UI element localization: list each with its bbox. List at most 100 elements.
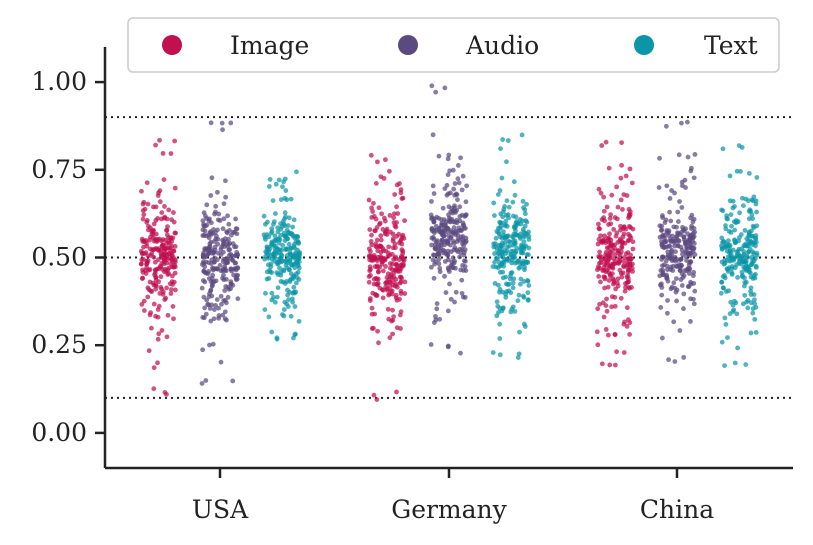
data-point-image-usa <box>169 273 175 279</box>
data-point-text-china <box>726 228 732 234</box>
data-point-image-usa <box>151 301 157 307</box>
data-point-audio-china <box>662 238 668 244</box>
data-point-audio-china <box>659 284 665 290</box>
data-point-text-usa <box>286 230 292 236</box>
data-point-text-china <box>722 363 727 368</box>
data-point-audio-china <box>665 278 671 284</box>
data-point-image-china <box>623 173 629 179</box>
data-point-image-germany <box>394 182 400 188</box>
data-point-text-germany <box>504 223 510 229</box>
data-point-text-china <box>745 264 750 269</box>
data-point-text-usa <box>272 233 278 239</box>
data-point-image-germany <box>368 266 373 272</box>
data-points <box>138 83 760 402</box>
data-point-text-germany <box>494 299 500 305</box>
data-point-audio-usa <box>215 189 220 195</box>
data-point-audio-germany <box>445 344 451 350</box>
data-point-image-germany <box>397 312 403 318</box>
data-point-text-germany <box>517 247 523 252</box>
data-point-audio-china <box>681 291 687 297</box>
data-point-audio-usa <box>220 226 226 232</box>
data-point-audio-germany <box>442 228 448 234</box>
data-point-audio-germany <box>445 253 451 258</box>
data-point-audio-china <box>668 286 674 292</box>
data-point-audio-germany <box>459 290 465 296</box>
data-point-audio-germany <box>457 246 463 252</box>
data-point-text-germany <box>503 212 509 218</box>
data-point-image-china <box>613 286 619 292</box>
data-point-image-china <box>612 332 618 338</box>
data-point-audio-germany <box>429 199 434 204</box>
data-point-text-germany <box>497 289 502 295</box>
data-point-image-germany <box>372 228 378 234</box>
data-point-audio-usa <box>200 218 206 224</box>
data-point-image-germany <box>377 220 383 226</box>
data-point-image-china <box>607 249 613 255</box>
data-point-audio-china <box>674 287 680 293</box>
data-point-image-china <box>621 350 627 355</box>
data-point-audio-germany <box>461 222 467 228</box>
data-point-text-germany <box>519 261 525 266</box>
data-point-image-usa <box>162 204 167 209</box>
data-point-image-germany <box>382 218 388 224</box>
data-point-text-germany <box>506 243 512 249</box>
data-point-text-germany <box>525 252 531 258</box>
data-point-text-germany <box>491 200 497 206</box>
data-point-text-usa <box>271 295 276 300</box>
data-point-text-germany <box>495 251 501 257</box>
data-point-image-china <box>623 285 628 290</box>
data-point-image-china <box>621 231 627 237</box>
data-point-audio-usa <box>221 277 227 283</box>
data-point-image-usa <box>145 227 151 233</box>
data-point-image-china <box>611 281 616 287</box>
data-point-image-china <box>608 273 613 279</box>
data-point-image-germany <box>373 241 379 247</box>
data-point-image-germany <box>376 205 382 211</box>
data-point-text-germany <box>525 278 530 283</box>
data-point-text-china <box>739 269 745 275</box>
y-tick-label: 0.25 <box>31 330 87 359</box>
data-point-image-usa <box>148 310 154 316</box>
data-point-image-usa <box>167 281 173 287</box>
data-point-image-usa <box>144 243 150 249</box>
data-point-audio-china <box>690 219 696 225</box>
data-point-text-china <box>743 362 749 367</box>
data-point-image-china <box>618 223 623 229</box>
data-point-text-germany <box>498 220 503 226</box>
data-point-text-usa <box>278 232 284 238</box>
data-point-image-germany <box>383 284 389 290</box>
data-point-text-usa <box>278 252 284 257</box>
data-point-text-china <box>725 254 731 260</box>
data-point-image-china <box>601 314 607 320</box>
data-point-audio-usa <box>215 227 220 233</box>
data-point-audio-usa <box>202 213 208 219</box>
data-point-audio-china <box>679 283 685 288</box>
data-point-image-germany <box>390 238 396 244</box>
data-point-image-china <box>604 260 610 266</box>
data-point-audio-usa <box>203 378 209 383</box>
data-point-audio-germany <box>433 223 439 229</box>
data-point-audio-germany <box>448 228 454 234</box>
data-point-image-china <box>597 260 602 266</box>
data-point-image-china <box>596 253 602 259</box>
data-point-text-usa <box>291 244 297 249</box>
data-point-audio-germany <box>460 263 465 268</box>
data-point-audio-china <box>690 230 696 236</box>
data-point-text-china <box>748 292 754 297</box>
data-point-text-usa <box>282 259 288 264</box>
data-point-image-usa <box>144 261 150 267</box>
data-point-audio-china <box>659 234 665 239</box>
data-point-image-china <box>608 221 614 227</box>
data-point-image-china <box>619 140 624 146</box>
data-point-text-usa <box>263 290 268 296</box>
data-point-text-germany <box>496 310 501 315</box>
data-point-text-usa <box>293 331 298 337</box>
legend-marker-audio <box>398 35 418 55</box>
data-point-audio-germany <box>445 172 451 178</box>
data-point-text-usa <box>275 285 281 291</box>
data-point-text-china <box>734 219 740 225</box>
data-point-audio-germany <box>434 301 440 307</box>
data-point-text-china <box>729 223 734 229</box>
data-point-text-usa <box>271 221 276 227</box>
data-point-audio-usa <box>199 381 205 386</box>
